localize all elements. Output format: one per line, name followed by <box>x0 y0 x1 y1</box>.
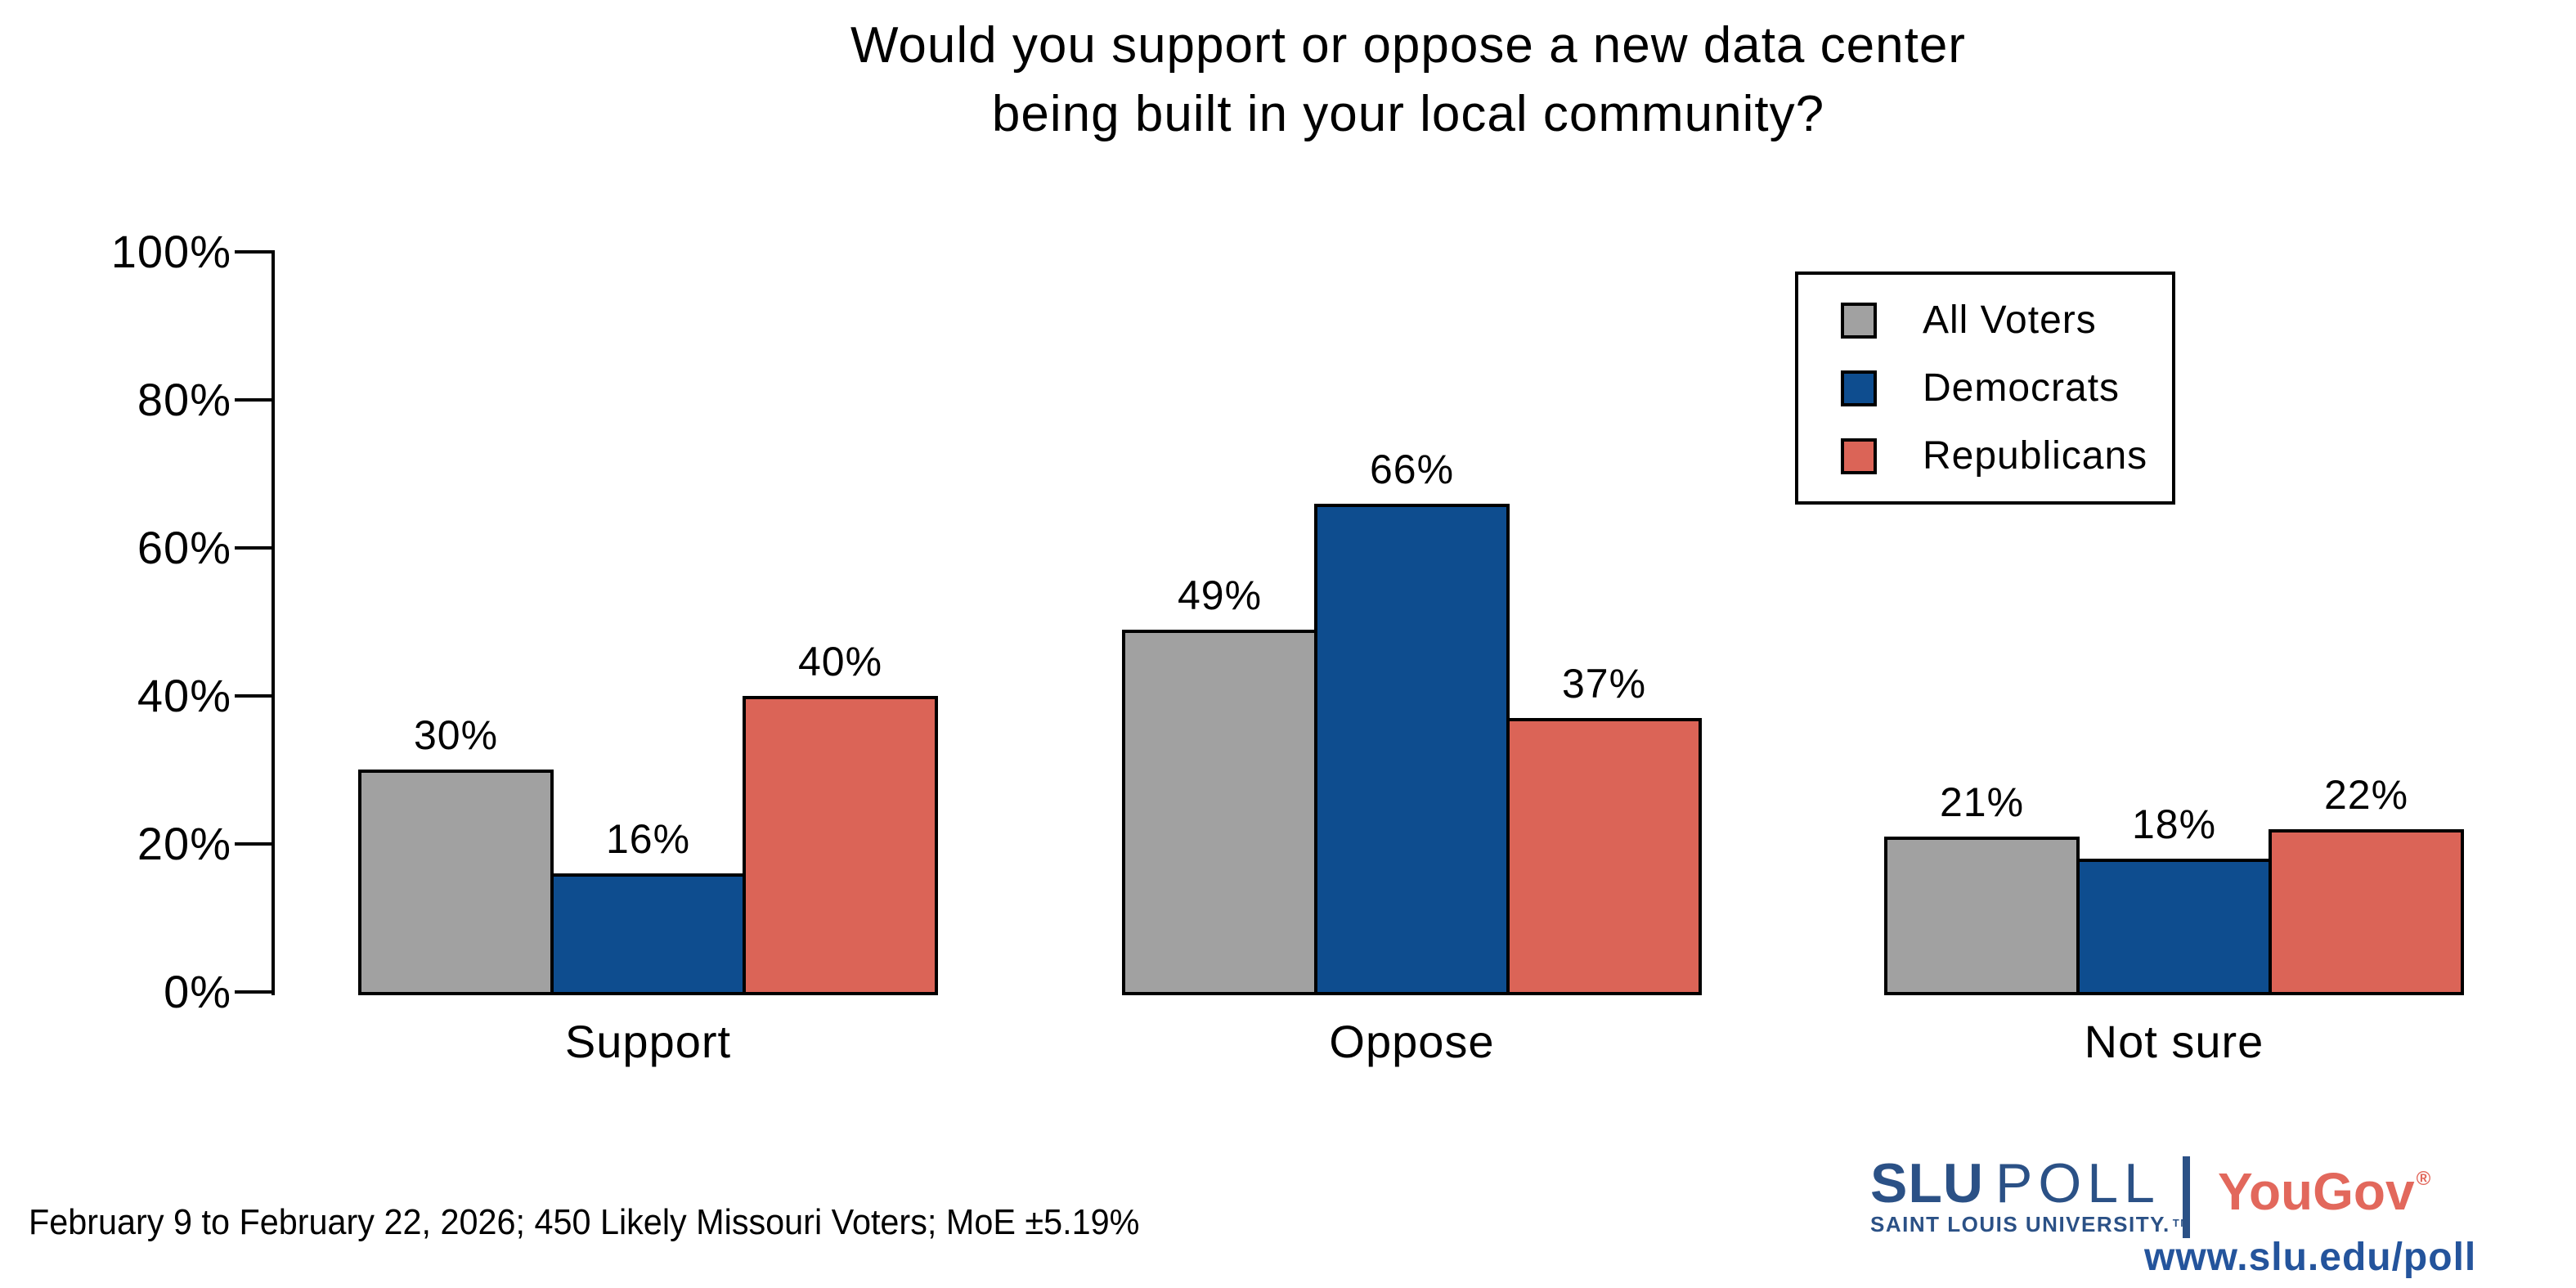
y-axis-tick-label: 0% <box>164 966 231 1017</box>
university-name: SAINT LOUIS UNIVERSITY. TM <box>1870 1212 2191 1237</box>
y-axis-tick <box>235 990 272 994</box>
bar-republicans-oppose <box>1506 718 1702 995</box>
poll-logo-text: POLL <box>1995 1152 2161 1214</box>
survey-methodology-note: February 9 to February 22, 2026; 450 Lik… <box>29 1202 1140 1242</box>
bar-democrats-support <box>550 873 746 995</box>
legend-swatch-democrats <box>1841 370 1877 406</box>
y-axis-tick <box>235 694 272 698</box>
bar-value-label-republicans-oppose: 37% <box>1561 661 1647 707</box>
bar-all-voters-oppose <box>1122 630 1317 995</box>
bar-democrats-not-sure <box>2076 859 2272 995</box>
legend-item-all-voters: All Voters <box>1841 298 2172 343</box>
y-axis-tick <box>235 842 272 846</box>
legend-item-democrats: Democrats <box>1841 366 2172 411</box>
bar-democrats-oppose <box>1314 504 1510 995</box>
chart-title-line1: Would you support or oppose a new data c… <box>850 17 1966 74</box>
yougov-logo-text: YouGov <box>2218 1162 2415 1221</box>
bar-value-label-republicans-support: 40% <box>797 639 883 684</box>
bar-value-label-democrats-not-sure: 18% <box>2131 801 2217 847</box>
bar-all-voters-not-sure <box>1884 837 2080 995</box>
legend-label: All Voters <box>1923 298 2097 342</box>
y-axis-tick <box>235 398 272 402</box>
y-axis-tick-label: 80% <box>137 374 231 425</box>
bar-value-label-all-voters-not-sure: 21% <box>1939 779 2025 825</box>
x-category-label-oppose: Oppose <box>1329 1016 1495 1067</box>
logo-separator <box>2183 1156 2190 1238</box>
y-axis-tick <box>235 250 272 254</box>
bar-republicans-support <box>743 696 938 995</box>
legend-label: Republicans <box>1923 434 2148 478</box>
y-axis-tick-label: 40% <box>137 670 231 721</box>
legend-swatch-all-voters <box>1841 302 1877 339</box>
y-axis-line <box>272 250 275 995</box>
bar-all-voters-support <box>358 770 554 995</box>
registered-mark: ® <box>2416 1168 2431 1190</box>
university-name-text: SAINT LOUIS UNIVERSITY. <box>1870 1212 2170 1236</box>
chart-legend: All Voters Democrats Republicans <box>1795 272 2175 505</box>
y-axis-tick-label: 20% <box>137 818 231 869</box>
slu-poll-logo: SLU POLL <box>1870 1151 2161 1215</box>
yougov-logo: YouGov® <box>2218 1161 2430 1222</box>
bar-value-label-democrats-oppose: 66% <box>1369 447 1455 492</box>
slu-logo-text: SLU <box>1870 1152 1984 1214</box>
legend-item-republicans: Republicans <box>1841 433 2172 478</box>
chart-title-line2: being built in your local community? <box>991 86 1825 142</box>
legend-swatch-republicans <box>1841 438 1877 474</box>
bar-republicans-not-sure <box>2269 829 2464 995</box>
y-axis-tick-label: 100% <box>110 226 231 277</box>
x-category-label-support: Support <box>564 1016 732 1067</box>
bar-value-label-all-voters-support: 30% <box>413 712 499 758</box>
x-category-label-not-sure: Not sure <box>2084 1016 2264 1067</box>
chart-title: Would you support or oppose a new data c… <box>590 11 2226 149</box>
y-axis-tick <box>235 546 272 550</box>
legend-label: Democrats <box>1923 366 2120 410</box>
slu-poll-url: www.slu.edu/poll <box>2144 1236 2477 1279</box>
bar-value-label-republicans-not-sure: 22% <box>2323 772 2409 818</box>
bar-value-label-all-voters-oppose: 49% <box>1177 572 1263 618</box>
bar-value-label-democrats-support: 16% <box>605 816 691 862</box>
y-axis-tick-label: 60% <box>137 522 231 573</box>
